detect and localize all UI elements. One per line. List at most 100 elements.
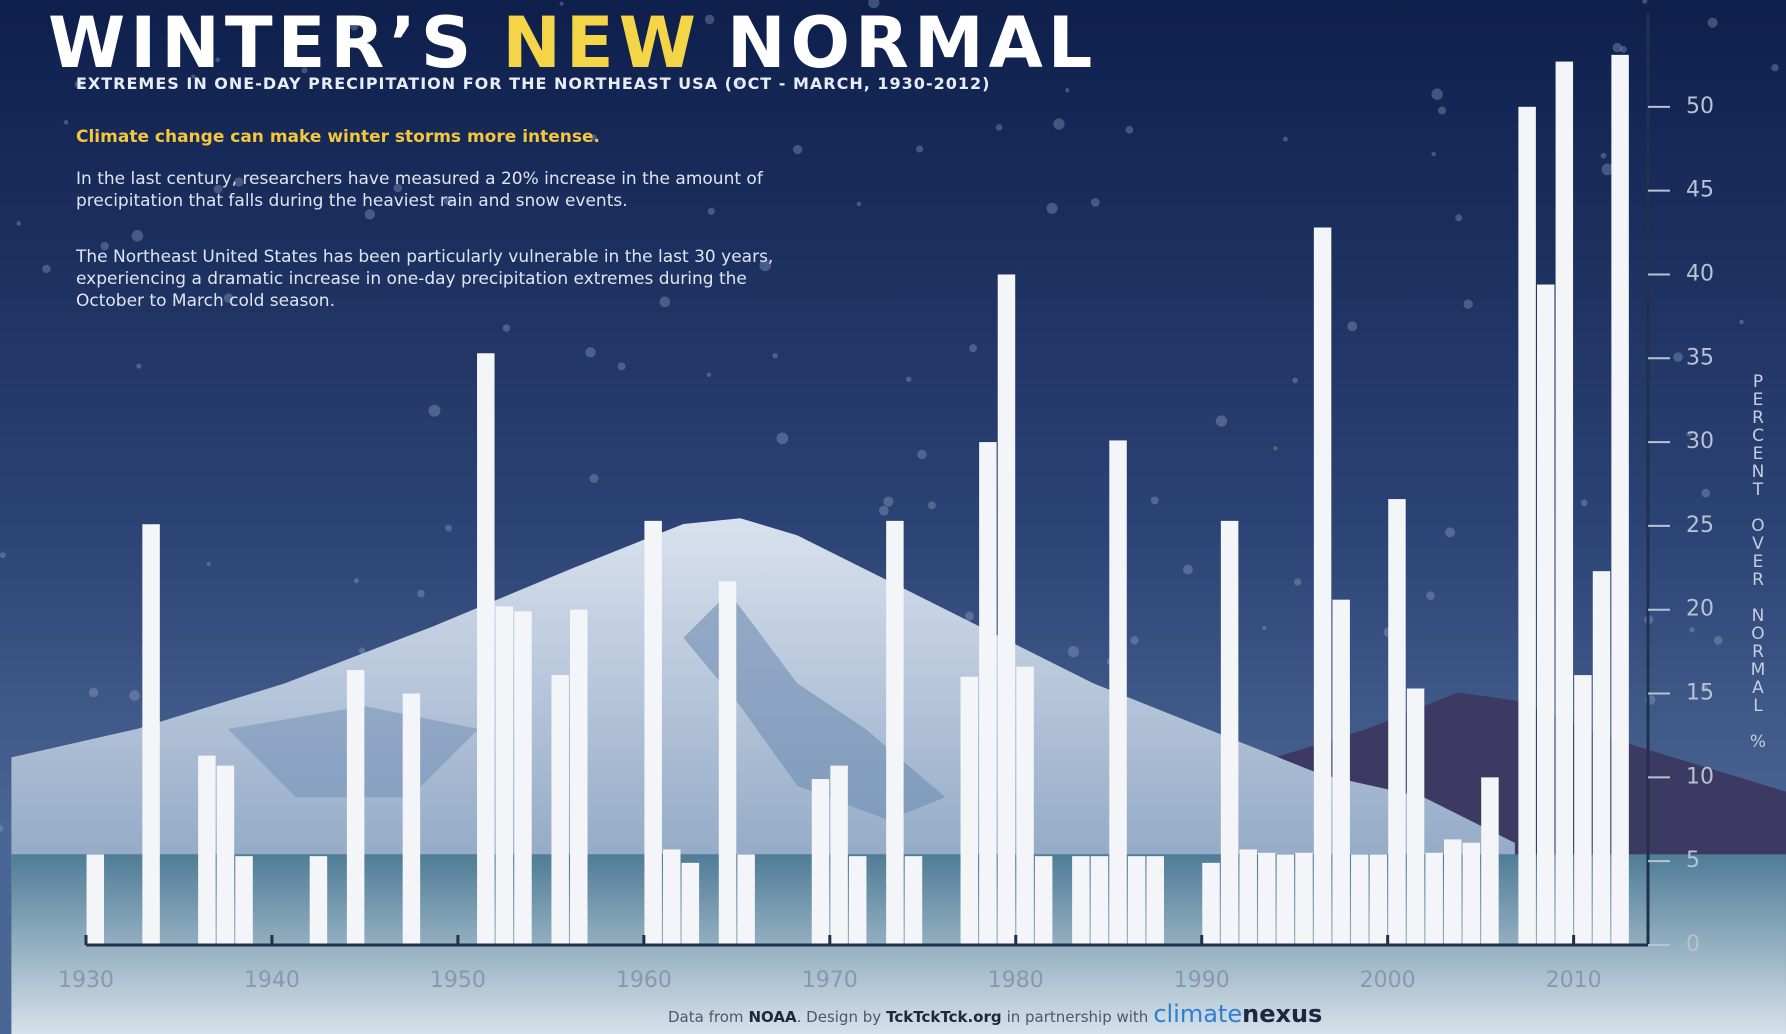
snowflake xyxy=(417,589,425,598)
bar xyxy=(1258,852,1276,945)
snowflake xyxy=(1701,488,1711,498)
bar xyxy=(1351,854,1369,945)
snowflake xyxy=(131,230,144,242)
snowflake xyxy=(88,687,99,698)
snowflake xyxy=(1700,684,1709,693)
x-tick-label: 1970 xyxy=(802,968,858,993)
bar xyxy=(216,765,235,945)
y-tick-label: 0 xyxy=(1686,932,1700,957)
snowflake xyxy=(617,362,626,371)
snowflake xyxy=(358,647,366,654)
snowflake xyxy=(1673,352,1683,362)
bar xyxy=(1202,862,1220,945)
snowflake xyxy=(917,449,927,460)
y-tick-label: 35 xyxy=(1686,345,1714,370)
bar xyxy=(1369,854,1388,945)
bar xyxy=(1127,856,1146,945)
snowflake xyxy=(301,67,308,74)
y-tick-label: 50 xyxy=(1686,94,1714,119)
bar xyxy=(1388,499,1406,945)
snowflake xyxy=(1580,499,1588,507)
bar xyxy=(1146,856,1164,945)
snowflake xyxy=(191,74,196,79)
bar xyxy=(1090,856,1109,945)
snowflake xyxy=(706,372,712,378)
bar xyxy=(1295,852,1313,945)
snowflake xyxy=(1293,578,1302,586)
logo-text: nexus xyxy=(1242,1000,1323,1028)
footer-text: NOAA xyxy=(748,1008,797,1026)
footer-text: Data from xyxy=(668,1008,744,1026)
snowflake xyxy=(772,352,778,359)
lead-text: Climate change can make winter storms mo… xyxy=(76,127,600,147)
snowflake xyxy=(353,578,359,584)
bar xyxy=(1611,54,1629,946)
bar xyxy=(346,670,365,945)
snowflake xyxy=(1046,202,1058,214)
bar xyxy=(1109,440,1127,945)
y-tick-label: 45 xyxy=(1686,178,1714,203)
snowflake xyxy=(1437,106,1447,115)
bar xyxy=(1555,61,1574,946)
snowflake xyxy=(1347,321,1358,332)
bar xyxy=(1536,284,1555,946)
x-tick-label: 1990 xyxy=(1174,968,1230,993)
snowflake xyxy=(1431,151,1436,157)
x-tick-label: 1960 xyxy=(616,968,672,993)
bar xyxy=(1462,842,1481,945)
bar xyxy=(830,765,848,945)
snowflake xyxy=(215,57,221,63)
snowflake xyxy=(1053,118,1065,130)
snowflake xyxy=(589,474,599,483)
snowflake xyxy=(1600,152,1607,159)
snowflake xyxy=(915,145,924,153)
snowflake xyxy=(129,690,140,701)
bar xyxy=(1481,777,1499,945)
snowflake xyxy=(1612,42,1623,53)
bar xyxy=(1332,599,1350,945)
snowflake xyxy=(1273,446,1278,451)
y-tick-label: 30 xyxy=(1686,429,1714,454)
snowflake xyxy=(659,296,671,308)
y-tick-label: 25 xyxy=(1686,513,1714,538)
snowflake xyxy=(1713,635,1723,645)
snowflake xyxy=(969,344,977,353)
snowflake xyxy=(995,124,1003,131)
snowflake xyxy=(1426,591,1435,600)
plot: 1930 1940 1950 1960 1970 1980 1990 2000 2010 0 5 10… xyxy=(58,13,1714,993)
snowflake xyxy=(1292,377,1299,384)
snowflake xyxy=(1090,198,1100,207)
snowflake xyxy=(1642,0,1648,4)
bar xyxy=(235,856,253,945)
bar xyxy=(198,755,216,945)
snowflake xyxy=(735,79,742,86)
subtitle: EXTREMES IN ONE-DAY PRECIPITATION FOR TH… xyxy=(76,74,991,93)
snowflake xyxy=(1150,496,1159,505)
bar xyxy=(1034,856,1053,945)
bar xyxy=(811,779,830,945)
snowflake xyxy=(1215,415,1228,427)
bar xyxy=(663,849,681,945)
snowflake xyxy=(1601,163,1614,176)
x-tick-label: 1940 xyxy=(244,968,300,993)
mountain-shadow xyxy=(683,592,946,821)
footer-text: TckTckTck.org xyxy=(886,1008,1002,1026)
bar xyxy=(1016,666,1034,945)
bar xyxy=(848,856,867,945)
bar xyxy=(681,862,700,945)
bar xyxy=(402,693,421,945)
snowflake xyxy=(776,432,789,445)
bar xyxy=(309,856,328,945)
snowflake xyxy=(100,241,109,251)
snowflake xyxy=(223,293,234,304)
paragraph: The Northeast United States has been par… xyxy=(76,247,774,311)
snowflake xyxy=(1262,626,1267,631)
paragraph: In the last century, researchers have me… xyxy=(76,169,763,211)
footer-text: . Design by xyxy=(796,1008,882,1026)
snowflake xyxy=(1739,319,1744,325)
snowflake xyxy=(1130,636,1139,645)
snowflake xyxy=(1689,627,1695,633)
bar xyxy=(904,856,923,945)
x-tick-label: 1930 xyxy=(58,968,114,993)
